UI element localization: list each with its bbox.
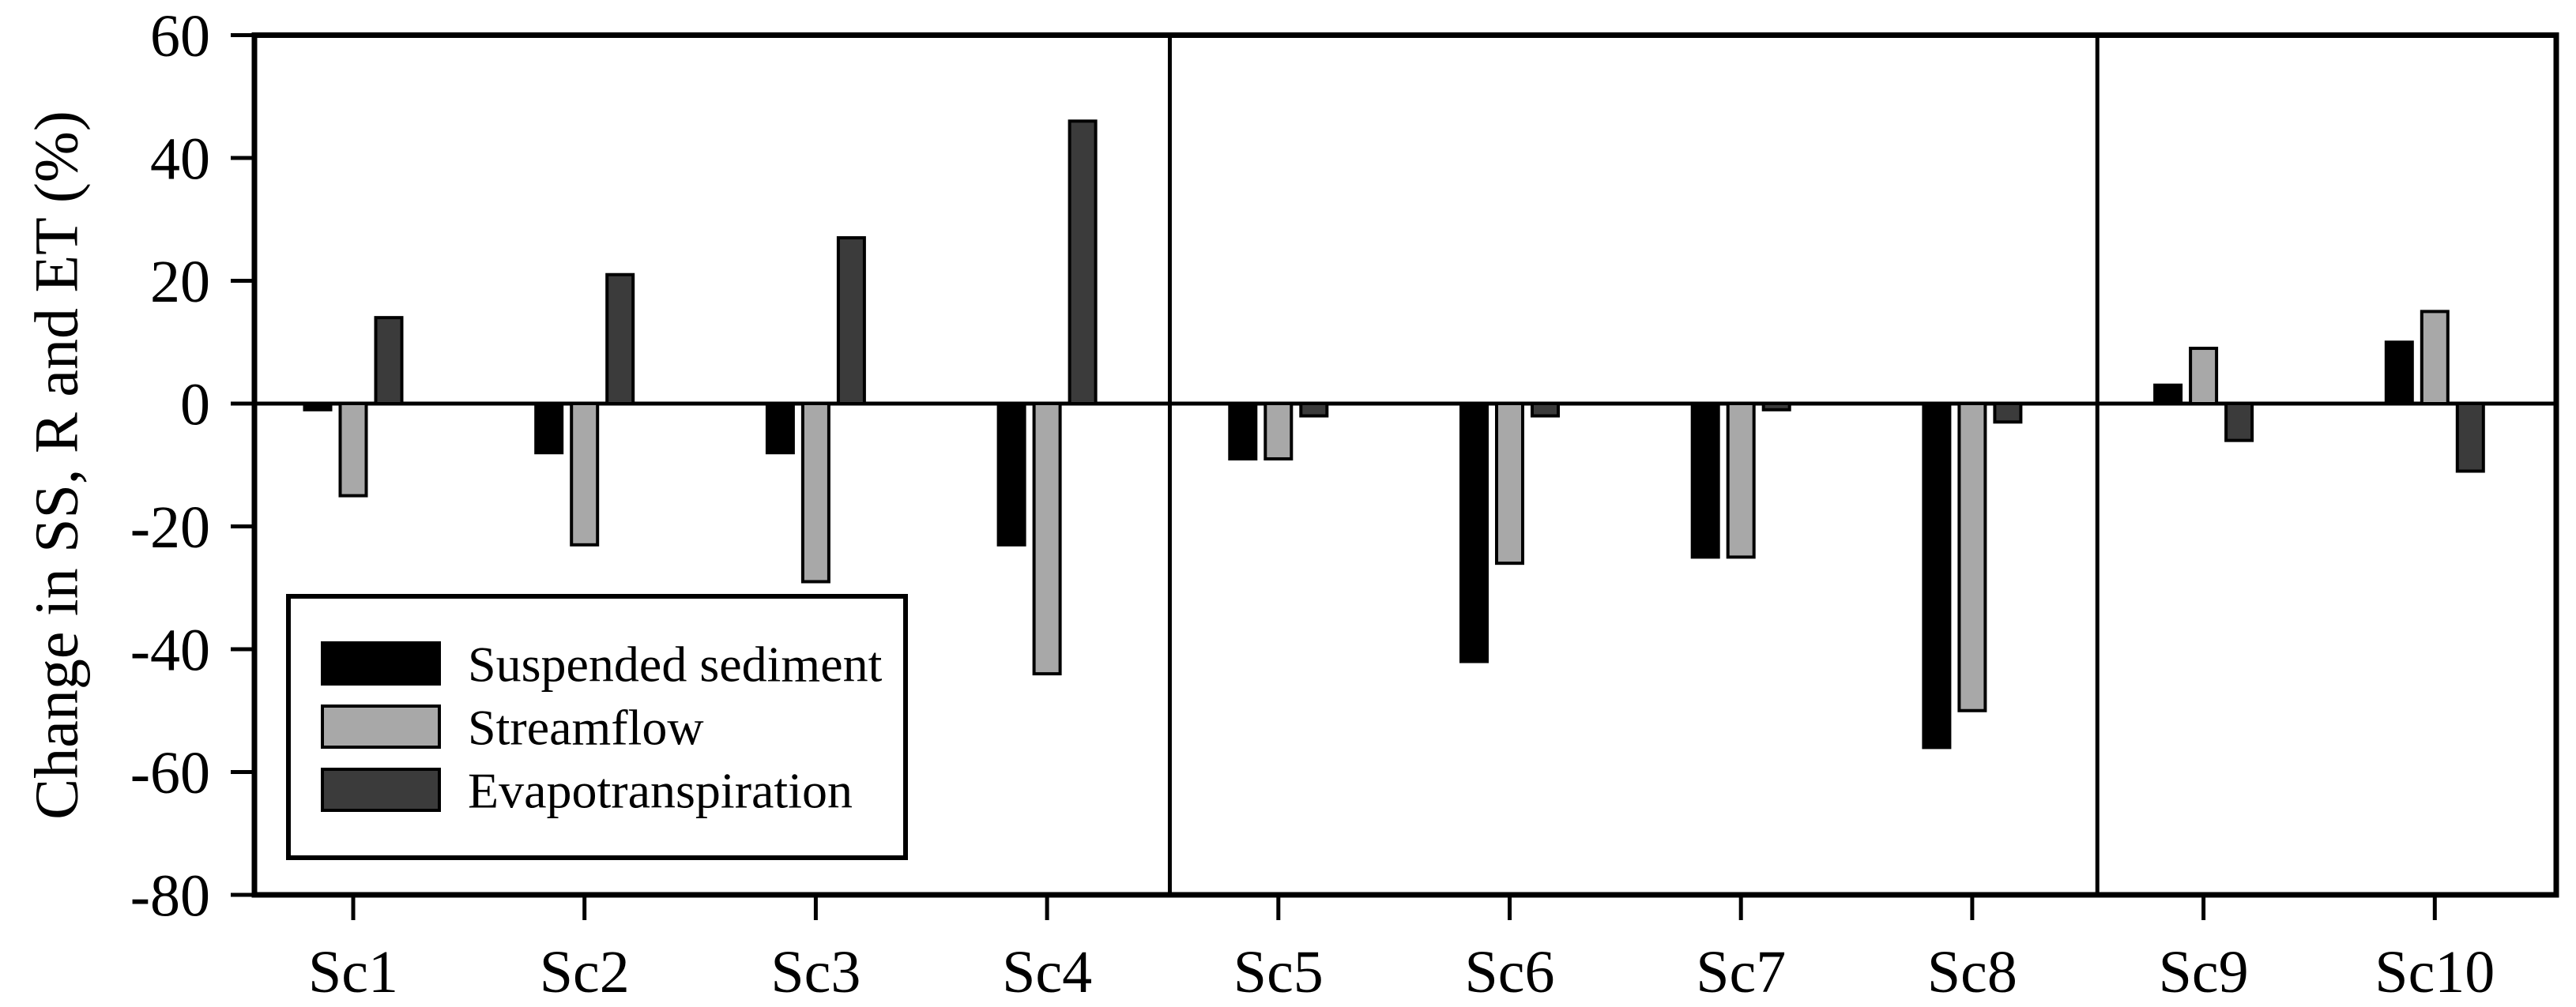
x-tick-label-sc10: Sc10 bbox=[2375, 939, 2495, 1005]
bar-sc10-evapotranspiration bbox=[2455, 402, 2485, 473]
bar-sc3-suspended-sediment bbox=[765, 402, 795, 455]
y-tick-label-40: 40 bbox=[150, 126, 210, 193]
y-axis: 60 40 20 0 -20 -40 -60 -80 bbox=[130, 3, 254, 930]
bar-sc5-streamflow bbox=[1264, 402, 1294, 460]
x-tick-label-sc2: Sc2 bbox=[540, 939, 630, 1005]
bar-sc4-evapotranspiration bbox=[1068, 119, 1098, 405]
y-tick-label-60: 60 bbox=[150, 3, 210, 70]
bar-sc1-evapotranspiration bbox=[374, 316, 404, 405]
bar-sc9-evapotranspiration bbox=[2224, 402, 2254, 442]
legend-swatch-suspended-sediment bbox=[321, 641, 441, 686]
legend-label-evapotranspiration: Evapotranspiration bbox=[468, 762, 853, 818]
bar-sc9-suspended-sediment bbox=[2153, 383, 2183, 405]
y-tick-label--40: -40 bbox=[130, 618, 210, 684]
bar-sc8-streamflow bbox=[1957, 402, 1987, 712]
bar-sc4-suspended-sediment bbox=[996, 402, 1026, 547]
x-axis: Sc1 Sc2 Sc3 Sc4 Sc5 Sc6 Sc7 Sc8 Sc9 Sc10 bbox=[308, 895, 2495, 1005]
y-axis-title: Change in SS, R and ET (%) bbox=[21, 111, 90, 820]
x-tick-label-sc9: Sc9 bbox=[2159, 939, 2249, 1005]
legend: Suspended sediment Streamflow Evapotranspi… bbox=[286, 594, 908, 860]
bar-sc4-streamflow bbox=[1032, 402, 1062, 676]
bar-sc6-suspended-sediment bbox=[1459, 402, 1489, 663]
legend-label-streamflow: Streamflow bbox=[468, 699, 704, 755]
y-tick-label-20: 20 bbox=[150, 249, 210, 315]
x-tick-label-sc5: Sc5 bbox=[1233, 939, 1324, 1005]
legend-swatch-evapotranspiration bbox=[321, 768, 441, 812]
bar-sc7-suspended-sediment bbox=[1690, 402, 1720, 559]
bar-sc9-streamflow bbox=[2189, 347, 2219, 405]
y-tick-label--20: -20 bbox=[130, 494, 210, 561]
bar-sc2-evapotranspiration bbox=[605, 272, 635, 405]
y-tick-label-0: 0 bbox=[180, 372, 210, 438]
bar-sc1-suspended-sediment bbox=[303, 402, 333, 411]
x-tick-label-sc1: Sc1 bbox=[308, 939, 398, 1005]
legend-swatch-streamflow bbox=[321, 705, 441, 749]
plot-frame bbox=[251, 32, 2559, 898]
bar-sc2-suspended-sediment bbox=[534, 402, 564, 455]
x-tick-label-sc3: Sc3 bbox=[770, 939, 861, 1005]
bar-sc10-suspended-sediment bbox=[2384, 340, 2414, 405]
y-tick-label--60: -60 bbox=[130, 740, 210, 806]
bar-sc2-streamflow bbox=[570, 402, 600, 547]
bar-sc6-evapotranspiration bbox=[1531, 402, 1560, 418]
bar-sc8-evapotranspiration bbox=[1993, 402, 2023, 424]
bar-sc7-streamflow bbox=[1726, 402, 1756, 559]
bars-group bbox=[303, 119, 2485, 750]
bar-sc5-suspended-sediment bbox=[1228, 402, 1258, 460]
bar-sc3-evapotranspiration bbox=[836, 236, 866, 406]
bar-sc6-streamflow bbox=[1495, 402, 1524, 565]
bar-sc3-streamflow bbox=[800, 402, 830, 584]
y-tick-label--80: -80 bbox=[130, 863, 210, 930]
x-tick-label-sc8: Sc8 bbox=[1927, 939, 2017, 1005]
x-tick-label-sc6: Sc6 bbox=[1465, 939, 1555, 1005]
x-tick-label-sc4: Sc4 bbox=[1002, 939, 1092, 1005]
bar-sc10-streamflow bbox=[2420, 310, 2450, 405]
bar-sc8-suspended-sediment bbox=[1922, 402, 1952, 750]
bar-sc1-streamflow bbox=[338, 402, 368, 498]
bar-sc7-evapotranspiration bbox=[1761, 402, 1791, 411]
legend-label-suspended-sediment: Suspended sediment bbox=[468, 636, 883, 692]
x-tick-label-sc7: Sc7 bbox=[1696, 939, 1786, 1005]
bar-sc5-evapotranspiration bbox=[1299, 402, 1329, 418]
